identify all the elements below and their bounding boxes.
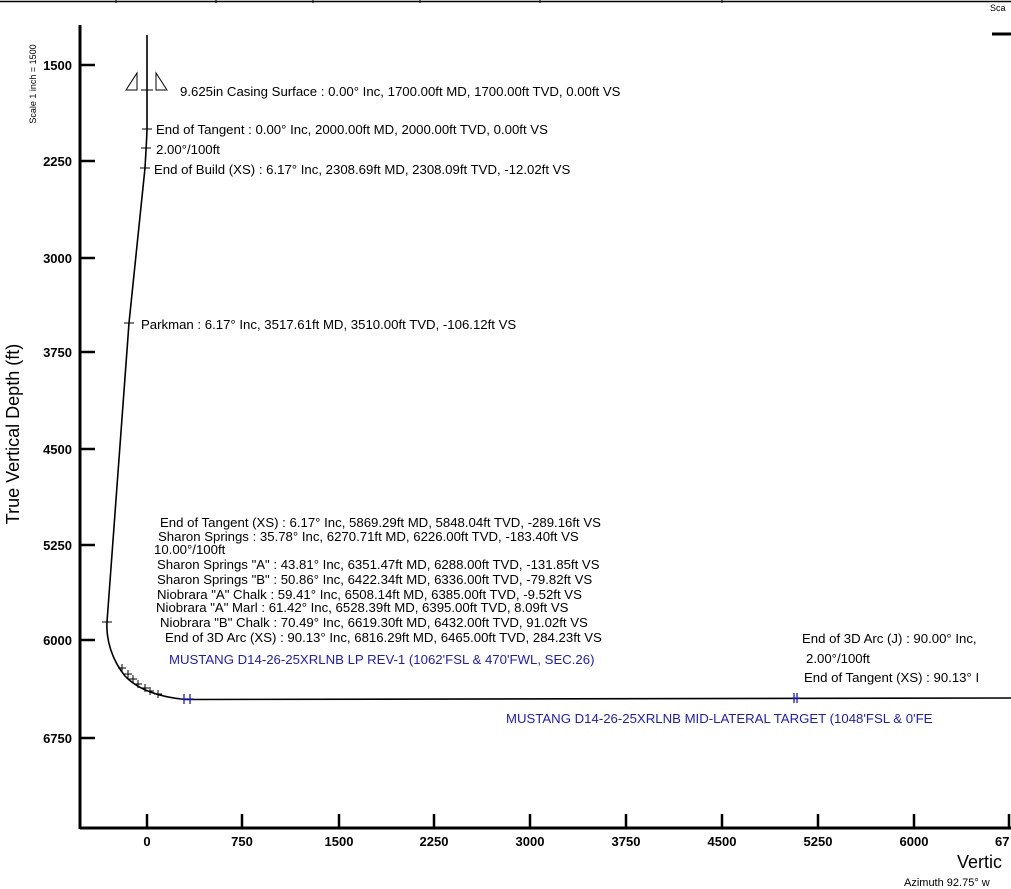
y-tick-label: 2250 xyxy=(43,154,72,169)
x-tick-label: 0 xyxy=(143,834,150,849)
end-of-3d-arc-j-annotation: End of 3D Arc (J) : 90.00° Inc, xyxy=(802,631,977,646)
azimuth-label: Azimuth 92.75° w xyxy=(904,877,990,889)
casing-symbol xyxy=(125,71,168,91)
end-of-build-annotation: End of Build (XS) : 6.17° Inc, 2308.69ft… xyxy=(154,162,570,177)
dogleg-annotation: 2.00°/100ft xyxy=(156,142,220,157)
end-of-3d-arc-xs-annotation: End of 3D Arc (XS) : 90.13° Inc, 6816.29… xyxy=(165,630,602,645)
top-border-ticks xyxy=(115,0,723,3)
y-tick-label: 1500 xyxy=(43,58,72,73)
y-tick-label: 3000 xyxy=(43,251,72,266)
y-tick-label: 4500 xyxy=(43,442,72,457)
x-tick-label: 5250 xyxy=(804,834,833,849)
survey-markers xyxy=(102,128,162,698)
niobrara-a-chalk-annotation: Niobrara "A" Chalk : 59.41° Inc, 6508.14… xyxy=(157,587,582,602)
x-axis-label: Vertic xyxy=(957,852,1002,872)
x-tick-label: 2250 xyxy=(420,834,449,849)
x-tick-label: 67 xyxy=(995,834,1009,849)
x-ticks xyxy=(145,814,1011,828)
y-ticks xyxy=(80,63,95,740)
x-tick-label: 3000 xyxy=(516,834,545,849)
y-tick-label: 6750 xyxy=(43,731,72,746)
y-tick-label: 3750 xyxy=(43,345,72,360)
niobrara-a-marl-annotation: Niobrara "A" Marl : 61.42° Inc, 6528.39f… xyxy=(156,600,569,615)
x-tick-label: 6000 xyxy=(900,834,929,849)
x-tick-label: 750 xyxy=(231,834,253,849)
scale-note: Scale 1 inch = 1500 xyxy=(28,44,38,123)
parkman-annotation: Parkman : 6.17° Inc, 3517.61ft MD, 3510.… xyxy=(141,317,516,332)
scale-label-partial: Sca xyxy=(990,3,1006,13)
y-tick-label: 5250 xyxy=(43,538,72,553)
y-tick-labels: 1500 2250 3000 3750 4500 5250 6000 6750 xyxy=(43,58,72,746)
x-tick-label: 3750 xyxy=(612,834,641,849)
well-path xyxy=(106,35,1011,701)
end-of-tangent-annotation: End of Tangent : 0.00° Inc, 2000.00ft MD… xyxy=(156,122,548,137)
dogleg-annotation-3: 2.00°/100ft xyxy=(806,651,870,666)
y-axis-label: True Vertical Depth (ft) xyxy=(3,344,23,524)
casing-annotation: 9.625in Casing Surface : 0.00° Inc, 1700… xyxy=(180,84,621,99)
end-of-tangent-xs-annotation: End of Tangent (XS) : 6.17° Inc, 5869.29… xyxy=(160,515,601,530)
sharon-springs-annotation: Sharon Springs : 35.78° Inc, 6270.71ft M… xyxy=(158,529,579,544)
x-tick-label: 1500 xyxy=(325,834,354,849)
end-of-tangent-xs2-annotation: End of Tangent (XS) : 90.13° I xyxy=(804,670,979,685)
dogleg-annotation-2: 10.00°/100ft xyxy=(154,542,226,557)
lp-target-label: MUSTANG D14-26-25XRLNB LP REV-1 (1062'FS… xyxy=(169,652,595,667)
mid-lateral-target-label: MUSTANG D14-26-25XRLNB MID-LATERAL TARGE… xyxy=(506,711,933,726)
x-tick-labels: 0 750 1500 2250 3000 3750 4500 5250 6000… xyxy=(143,834,1009,849)
niobrara-b-chalk-annotation: Niobrara "B" Chalk : 70.49° Inc, 6619.30… xyxy=(160,615,588,630)
target-markers xyxy=(180,693,800,704)
x-tick-label: 4500 xyxy=(708,834,737,849)
sharon-springs-a-annotation: Sharon Springs "A" : 43.81° Inc, 6351.47… xyxy=(157,557,600,572)
y-tick-label: 6000 xyxy=(43,633,72,648)
sharon-springs-b-annotation: Sharon Springs "B" : 50.86° Inc, 6422.34… xyxy=(157,572,592,587)
